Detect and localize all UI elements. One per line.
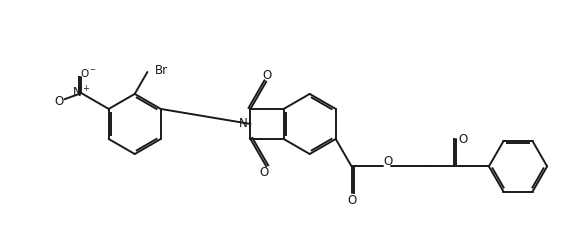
Text: O: O <box>347 194 356 207</box>
Text: O: O <box>259 166 269 179</box>
Text: O: O <box>263 69 272 82</box>
Text: N$^+$: N$^+$ <box>72 85 90 101</box>
Text: Br: Br <box>155 63 168 76</box>
Text: O: O <box>459 133 468 146</box>
Text: O: O <box>54 95 63 108</box>
Text: N: N <box>239 117 248 130</box>
Text: O: O <box>384 155 393 168</box>
Text: O$^-$: O$^-$ <box>80 67 97 79</box>
